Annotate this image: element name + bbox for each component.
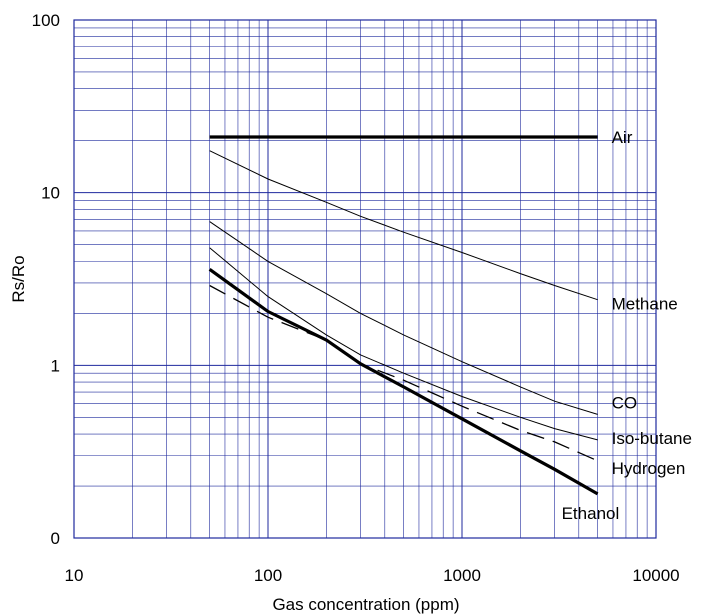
series-labels: Air Methane CO Iso-butane Hydrogen Ethanol: [562, 128, 692, 523]
series-label-ethanol: Ethanol: [562, 504, 620, 523]
series-line-iso-butane: [209, 247, 598, 441]
x-tick-label: 10000: [632, 566, 679, 585]
axes: 10 100 1000 10000 0 1 10 100: [32, 11, 680, 585]
y-tick-label: 1: [51, 356, 60, 375]
series-label-co: CO: [612, 393, 638, 412]
y-tick-label: 10: [41, 184, 60, 203]
y-axis-title: Rs/Ro: [9, 255, 28, 302]
series-line-ethanol: [208, 268, 599, 496]
grid: [74, 20, 656, 538]
x-tick-label: 1000: [443, 566, 481, 585]
series-label-iso-butane: Iso-butane: [612, 429, 692, 448]
y-tick-label: 100: [32, 11, 60, 30]
series-label-methane: Methane: [612, 295, 678, 314]
series-line-co: [209, 221, 598, 415]
series-line-methane: [209, 150, 598, 301]
x-tick-label: 100: [254, 566, 282, 585]
y-tick-label: 0: [51, 529, 60, 548]
series-lines: [208, 135, 599, 496]
series-label-air: Air: [612, 128, 633, 147]
series-label-hydrogen: Hydrogen: [612, 459, 686, 478]
x-axis-title: Gas concentration (ppm): [272, 595, 459, 614]
series-line-hydrogen: [209, 284, 598, 462]
plot-frame: [73, 19, 657, 539]
x-tick-label: 10: [65, 566, 84, 585]
